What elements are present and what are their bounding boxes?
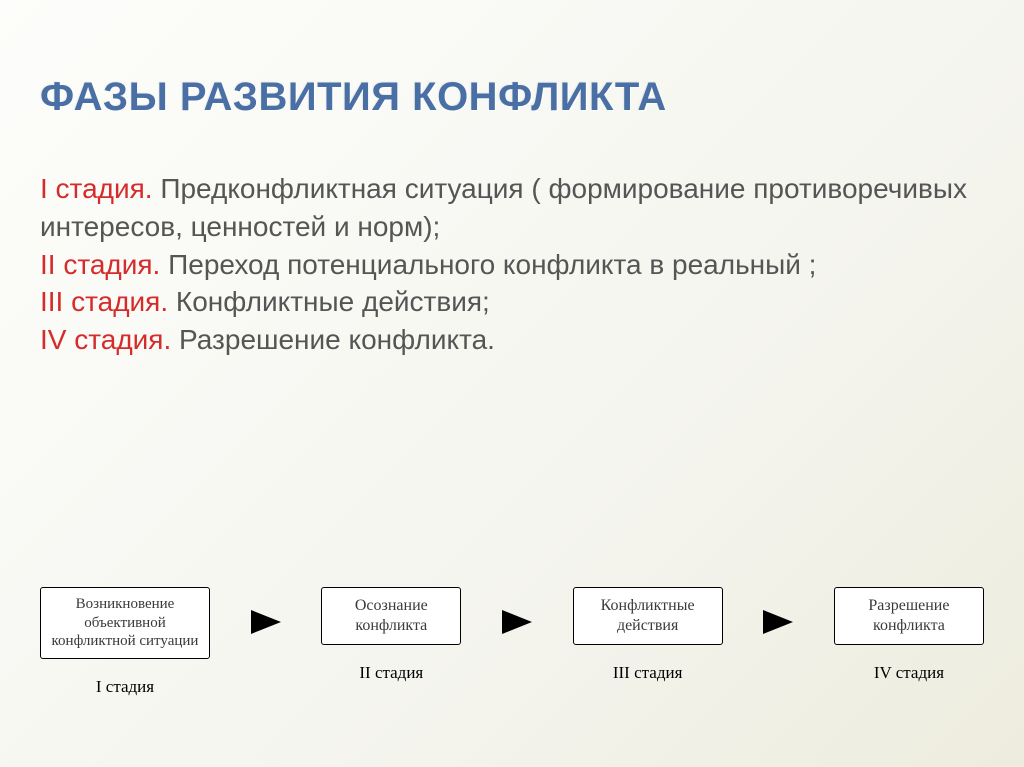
flow-node-2-caption: II стадия: [359, 663, 423, 683]
slide-title: ФАЗЫ РАЗВИТИЯ КОНФЛИКТА: [40, 75, 984, 120]
arrow-right-icon: [502, 610, 532, 634]
arrow-right-icon: [251, 610, 281, 634]
flow-node-3-box: Конфликтные действия: [573, 587, 723, 645]
stage-2-label: II стадия.: [40, 249, 160, 280]
flow-node-4: Разрешение конфликта IV стадия: [834, 587, 984, 683]
stages-text: I стадия. Предконфликтная ситуация ( фор…: [40, 170, 980, 359]
stage-3-text: Конфликтные действия;: [168, 286, 490, 317]
flowchart: Возникновение объективной конфликтной си…: [40, 587, 984, 697]
flow-node-1-caption: I стадия: [96, 677, 154, 697]
flow-arrow-3: [763, 587, 793, 657]
flow-node-4-box: Разрешение конфликта: [834, 587, 984, 645]
stage-1-text: Предконфликтная ситуация ( формирование …: [40, 173, 967, 242]
stage-1-label: I стадия.: [40, 173, 153, 204]
flow-node-1: Возникновение объективной конфликтной си…: [40, 587, 210, 697]
flow-node-2: Осознание конфликта II стадия: [321, 587, 461, 683]
arrow-right-icon: [763, 610, 793, 634]
flow-node-2-box: Осознание конфликта: [321, 587, 461, 645]
flow-arrow-2: [502, 587, 532, 657]
stage-4-text: Разрешение конфликта.: [171, 324, 495, 355]
stage-4-label: IV стадия.: [40, 324, 171, 355]
flow-node-1-box: Возникновение объективной конфликтной си…: [40, 587, 210, 659]
flow-node-3-caption: III стадия: [613, 663, 683, 683]
stage-3-label: III стадия.: [40, 286, 168, 317]
flow-node-4-caption: IV стадия: [874, 663, 944, 683]
flow-arrow-1: [251, 587, 281, 657]
stage-2-text: Переход потенциального конфликта в реаль…: [160, 249, 816, 280]
flow-node-3: Конфликтные действия III стадия: [573, 587, 723, 683]
